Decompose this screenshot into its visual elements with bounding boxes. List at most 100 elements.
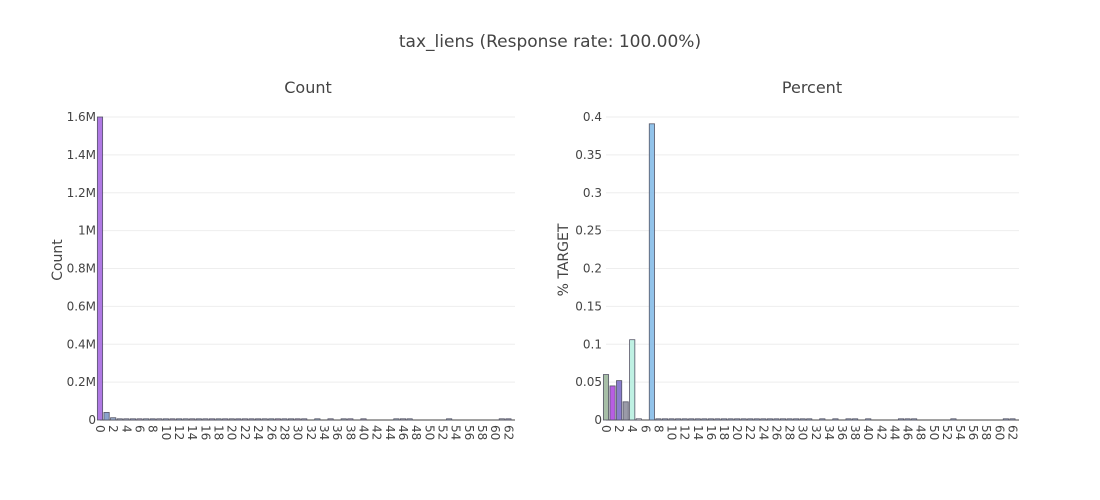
- percent-x-tick-label: 52: [940, 425, 954, 440]
- count-x-tick-label: 40: [356, 425, 370, 440]
- percent-x-tick-label: 56: [966, 425, 980, 440]
- count-x-tick-label: 38: [343, 425, 357, 440]
- count-x-tick-label: 30: [291, 425, 305, 440]
- percent-x-tick-label: 6: [638, 425, 652, 433]
- count-x-tick-label: 34: [317, 425, 331, 440]
- percent-x-ticks: 0 2 4 6 8 10 12 14 16 18 20 22 24 26 28 30 32 34 36 38 40 42 4…: [599, 425, 1019, 440]
- count-x-tick-label: 42: [370, 425, 384, 440]
- count-y-axis-label: Count: [50, 239, 66, 281]
- count-x-tick-label: 44: [383, 425, 397, 440]
- percent-x-tick-label: 34: [822, 425, 836, 440]
- percent-y-tick-label: 0.35: [575, 148, 602, 162]
- count-x-tick-label: 18: [212, 425, 226, 440]
- count-x-tick-label: 12: [172, 425, 186, 440]
- percent-bars: [602, 123, 1016, 421]
- percent-bar: [675, 418, 682, 421]
- percent-bar: [760, 418, 767, 421]
- count-chart: Count Count 0 0.2M 0.4M 0.6M 0.8M 1M 1.2M 1.4M 1…: [50, 78, 515, 440]
- count-x-tick-label: 50: [422, 425, 436, 440]
- count-bar: [399, 418, 407, 421]
- count-bar: [162, 418, 169, 421]
- count-x-tick-label: 6: [133, 425, 147, 433]
- count-x-tick-label: 24: [251, 425, 265, 440]
- percent-x-tick-label: 16: [704, 425, 718, 440]
- count-y-tick-label: 1.6M: [67, 110, 96, 124]
- percent-x-tick-label: 28: [783, 425, 797, 440]
- percent-x-tick-label: 42: [874, 425, 888, 440]
- percent-bar: [648, 123, 655, 421]
- percent-bar: [688, 418, 695, 421]
- percent-x-tick-label: 38: [848, 425, 862, 440]
- percent-x-tick-label: 14: [691, 425, 705, 440]
- count-x-ticks: 0 2 4 6 8 10 12 14 16 18 20 22 24 26 28 30 32 34 36 38 40 42 4…: [93, 425, 515, 440]
- percent-y-tick-label: 0.1: [583, 337, 602, 351]
- count-bar: [255, 418, 262, 421]
- count-bar: [189, 418, 196, 421]
- count-y-tick-label: 1.2M: [67, 186, 96, 200]
- count-x-tick-label: 58: [475, 425, 489, 440]
- percent-y-tick-label: 0.4: [583, 110, 602, 124]
- count-bar: [202, 418, 209, 421]
- percent-x-tick-label: 48: [914, 425, 928, 440]
- count-y-tick-label: 1M: [78, 224, 96, 238]
- percent-bar: [734, 418, 741, 421]
- percent-bar: [897, 418, 905, 421]
- count-bar: [301, 418, 308, 421]
- count-bar: [129, 418, 136, 421]
- count-x-tick-label: 62: [501, 425, 515, 440]
- count-bar: [156, 418, 163, 421]
- count-bar: [143, 418, 150, 421]
- count-bar: [314, 418, 321, 421]
- percent-x-tick-label: 0: [599, 425, 613, 433]
- count-x-tick-label: 10: [159, 425, 173, 440]
- percent-bar: [707, 418, 714, 421]
- percent-x-tick-label: 24: [756, 425, 770, 440]
- percent-bar: [616, 380, 623, 421]
- count-y-tick-label: 0.6M: [67, 299, 96, 313]
- percent-x-tick-label: 4: [625, 425, 639, 433]
- count-bar: [222, 418, 229, 421]
- percent-y-axis-label: % TARGET: [556, 223, 572, 296]
- percent-x-tick-label: 26: [769, 425, 783, 440]
- percent-x-tick-label: 62: [1005, 425, 1019, 440]
- count-x-tick-label: 52: [436, 425, 450, 440]
- count-x-tick-label: 48: [409, 425, 423, 440]
- count-bar: [268, 418, 275, 421]
- percent-x-tick-label: 54: [953, 425, 967, 440]
- percent-bar: [819, 418, 826, 421]
- count-x-tick-label: 32: [304, 425, 318, 440]
- percent-bar: [799, 418, 806, 421]
- percent-bar: [773, 418, 780, 421]
- percent-chart: Percent % TARGET 00.050.10.150.20.250.30…: [556, 78, 1019, 440]
- percent-bar: [904, 418, 911, 421]
- percent-gridlines: [606, 116, 1019, 421]
- count-bar: [505, 418, 512, 421]
- percent-bar: [609, 385, 616, 421]
- count-bar: [116, 418, 123, 421]
- count-x-tick-label: 36: [330, 425, 344, 440]
- percent-y-tick-label: 0.2: [583, 262, 602, 276]
- count-x-tick-label: 8: [146, 425, 160, 433]
- percent-bar: [865, 418, 872, 421]
- count-x-tick-label: 46: [396, 425, 410, 440]
- count-bar: [248, 418, 255, 421]
- percent-bar: [1009, 418, 1016, 421]
- percent-bar: [629, 339, 636, 421]
- count-bars: [96, 116, 512, 421]
- percent-x-tick-label: 46: [901, 425, 915, 440]
- count-bar: [327, 418, 334, 421]
- percent-bar: [786, 418, 793, 421]
- percent-x-tick-label: 22: [743, 425, 757, 440]
- count-bar: [274, 418, 281, 421]
- count-x-tick-label: 56: [462, 425, 476, 440]
- count-chart-title: Count: [284, 78, 332, 97]
- percent-y-tick-label: 0.25: [575, 224, 602, 238]
- percent-bar: [793, 418, 800, 421]
- count-bar: [498, 418, 505, 421]
- count-bar: [406, 418, 413, 421]
- percent-x-tick-label: 58: [979, 425, 993, 440]
- percent-bar: [714, 418, 721, 421]
- count-bar: [208, 418, 216, 421]
- percent-y-tick-label: 0.15: [575, 299, 602, 313]
- percent-bar: [779, 418, 787, 421]
